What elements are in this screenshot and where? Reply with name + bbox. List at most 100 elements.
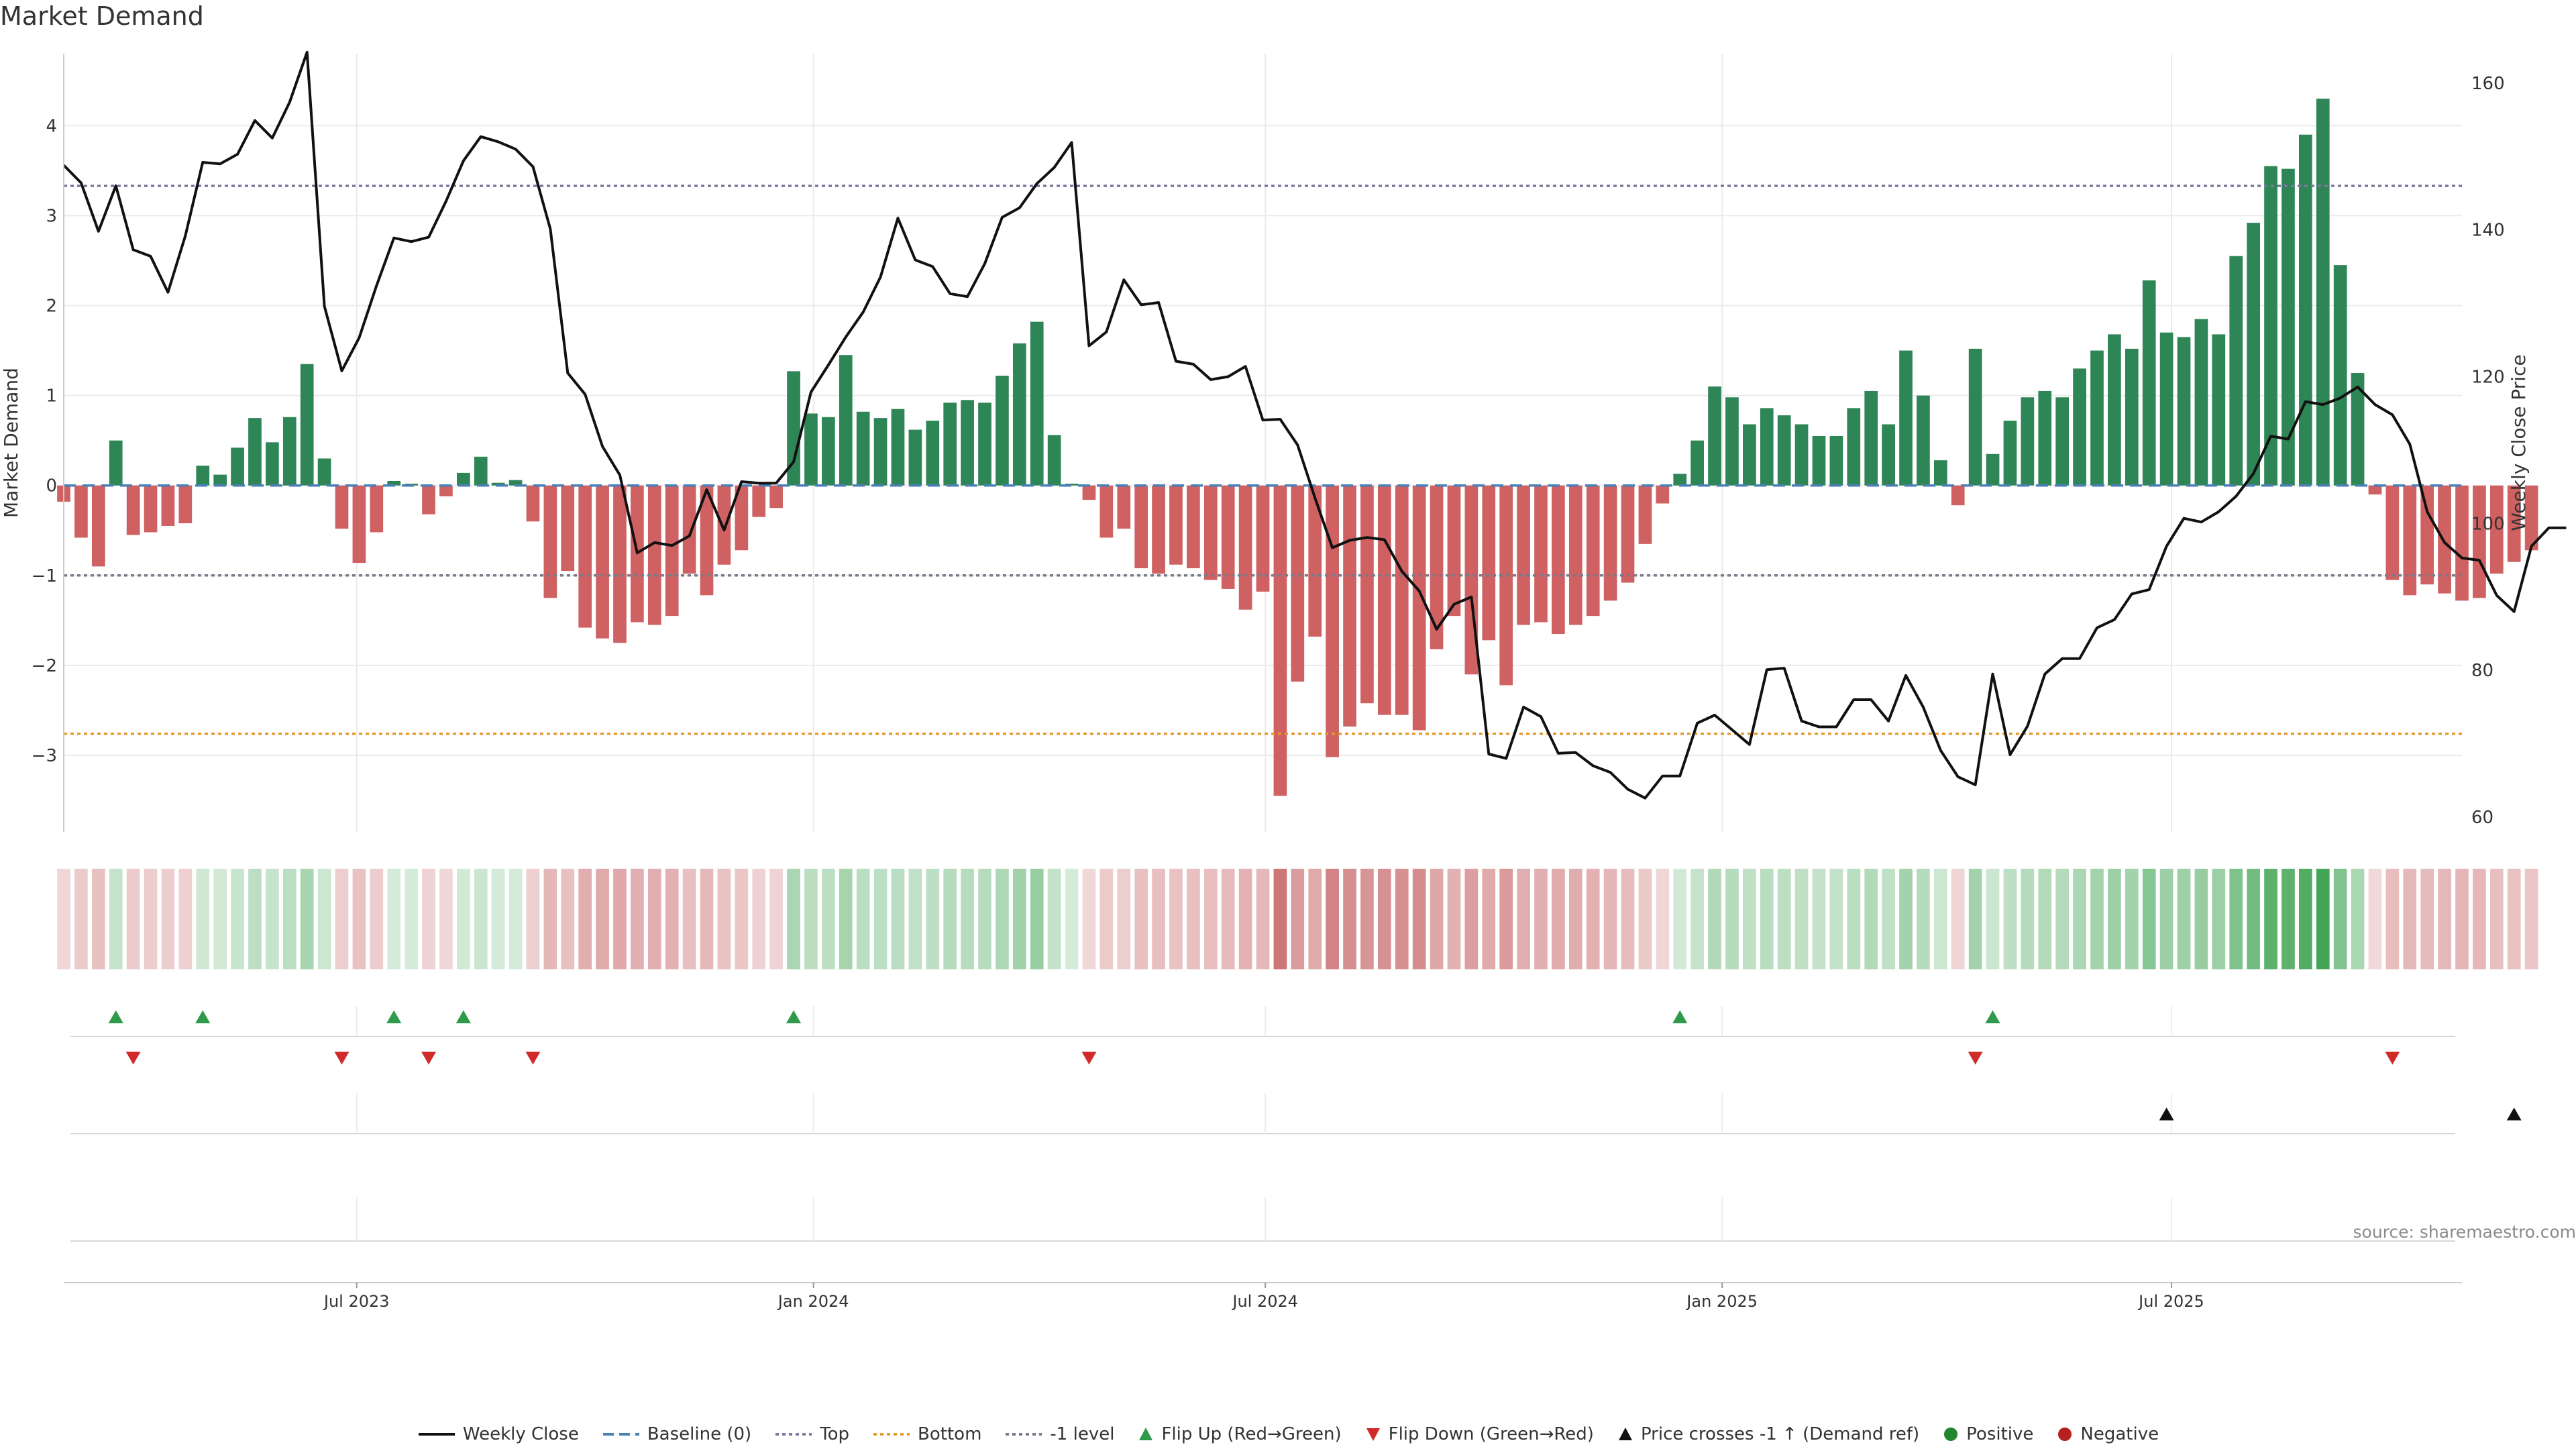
legend-swatch	[1006, 1433, 1042, 1436]
legend-triangle-up-swatch	[1618, 1428, 1632, 1440]
heat-cell	[700, 869, 714, 969]
positive-demand-bar	[856, 411, 870, 486]
heat-cell	[2438, 869, 2451, 969]
legend-item: Flip Down (Green→Red)	[1364, 1424, 1594, 1444]
heat-cell	[1221, 869, 1235, 969]
left-tick-label: −2	[32, 656, 57, 676]
positive-demand-bar	[961, 400, 974, 486]
flip-down-marker	[125, 1051, 141, 1065]
negative-demand-bar	[1638, 485, 1652, 544]
positive-demand-bar	[1760, 408, 1774, 486]
heat-cell	[508, 869, 523, 969]
legend-circle-swatch	[1944, 1428, 1958, 1441]
date-axis: Jul 2023 Jan 2024 Jul 2024 Jan 2025 Jul 2025	[64, 1282, 2462, 1311]
negative-demand-bar	[1308, 485, 1322, 637]
heat-cell	[2229, 869, 2243, 969]
negative-demand-bar	[735, 485, 749, 551]
right-tick-label: 120	[2471, 368, 2505, 388]
flip-up-marker	[195, 1010, 211, 1024]
heat-cell	[109, 869, 123, 969]
negative-demand-bar	[613, 485, 627, 643]
legend-item: Bottom	[872, 1424, 981, 1444]
negative-demand-bar	[1951, 485, 1965, 506]
positive-demand-bar	[266, 442, 279, 486]
negative-demand-bar	[543, 485, 557, 598]
negative-demand-bar	[1499, 485, 1513, 686]
positive-demand-bar	[1829, 435, 1843, 486]
heat-cell	[126, 869, 140, 969]
legend-label: Flip Up (Red→Green)	[1161, 1424, 1342, 1444]
heat-cell	[1030, 869, 1044, 969]
left-tick-label: −3	[32, 746, 57, 766]
negative-demand-bar	[665, 485, 679, 616]
heat-cell	[1656, 869, 1670, 969]
heat-cell	[2351, 869, 2365, 969]
heat-cell	[282, 869, 297, 969]
positive-demand-bar	[387, 480, 401, 486]
left-tick-label: 3	[46, 206, 57, 226]
flip-down-marker	[1081, 1051, 1097, 1065]
signal-markers	[70, 1006, 2522, 1242]
heat-cell	[856, 869, 870, 969]
heat-cell	[1134, 869, 1148, 969]
negative-demand-bar	[1134, 485, 1148, 569]
heat-cell	[161, 869, 175, 969]
positive-demand-bar	[109, 440, 123, 486]
heat-cell	[1377, 869, 1391, 969]
heat-cell	[1968, 869, 1982, 969]
heat-cell	[2090, 869, 2104, 969]
negative-demand-bar	[1552, 485, 1565, 634]
positive-demand-bar	[508, 480, 523, 486]
heat-cell	[596, 869, 609, 969]
legend-label: Weekly Close	[462, 1424, 579, 1444]
heat-cell	[2003, 869, 2017, 969]
heat-cell	[213, 869, 227, 969]
negative-demand-bar	[74, 485, 88, 538]
heat-cell	[2177, 869, 2191, 969]
heat-cell	[1152, 869, 1165, 969]
negative-demand-bar	[2385, 485, 2400, 580]
heat-cell	[839, 869, 853, 969]
positive-demand-bar	[2055, 397, 2070, 486]
flip-down-marker	[525, 1051, 541, 1065]
legend-item: Top	[774, 1424, 849, 1444]
negative-demand-bar	[1395, 485, 1409, 715]
positive-demand-bar	[1864, 390, 1878, 486]
heat-cell	[1829, 869, 1843, 969]
heat-cell	[474, 869, 488, 969]
heat-cell	[2125, 869, 2139, 969]
heat-cell	[266, 869, 279, 969]
positive-demand-bar	[248, 418, 262, 486]
axes-layer: 4 3 2 1 0 −1 −2 −3 160 140 120 100 80 60 Market Demand…	[0, 54, 2530, 832]
heat-cell	[1534, 869, 1548, 969]
left-axis-title: Market Demand	[0, 368, 22, 518]
heat-cell	[1499, 869, 1513, 969]
heat-cell	[1169, 869, 1183, 969]
legend-label: -1 level	[1050, 1424, 1115, 1444]
heat-cell	[2055, 869, 2070, 969]
heat-cell	[769, 869, 783, 969]
heat-cell	[2385, 869, 2400, 969]
heat-cell	[317, 869, 331, 969]
positive-demand-bar	[1708, 386, 1721, 486]
heat-cell	[1986, 869, 2000, 969]
heat-cell	[1447, 869, 1461, 969]
heat-cell	[1864, 869, 1878, 969]
negative-demand-bar	[2489, 485, 2504, 574]
positive-demand-bar	[804, 413, 818, 486]
legend-item: Negative	[2056, 1424, 2159, 1444]
heat-cell	[422, 869, 435, 969]
negative-demand-bar	[2473, 485, 2486, 598]
heat-cell	[2420, 869, 2434, 969]
negative-demand-bar	[647, 485, 661, 625]
heat-cell	[456, 869, 470, 969]
heat-cell	[387, 869, 401, 969]
heat-cell	[526, 869, 540, 969]
positive-demand-bar	[456, 472, 470, 486]
heat-cell	[735, 869, 749, 969]
negative-demand-bar	[1412, 485, 1426, 731]
heat-cell	[996, 869, 1009, 969]
positive-demand-bar	[231, 447, 244, 486]
heat-cell	[2316, 869, 2330, 969]
